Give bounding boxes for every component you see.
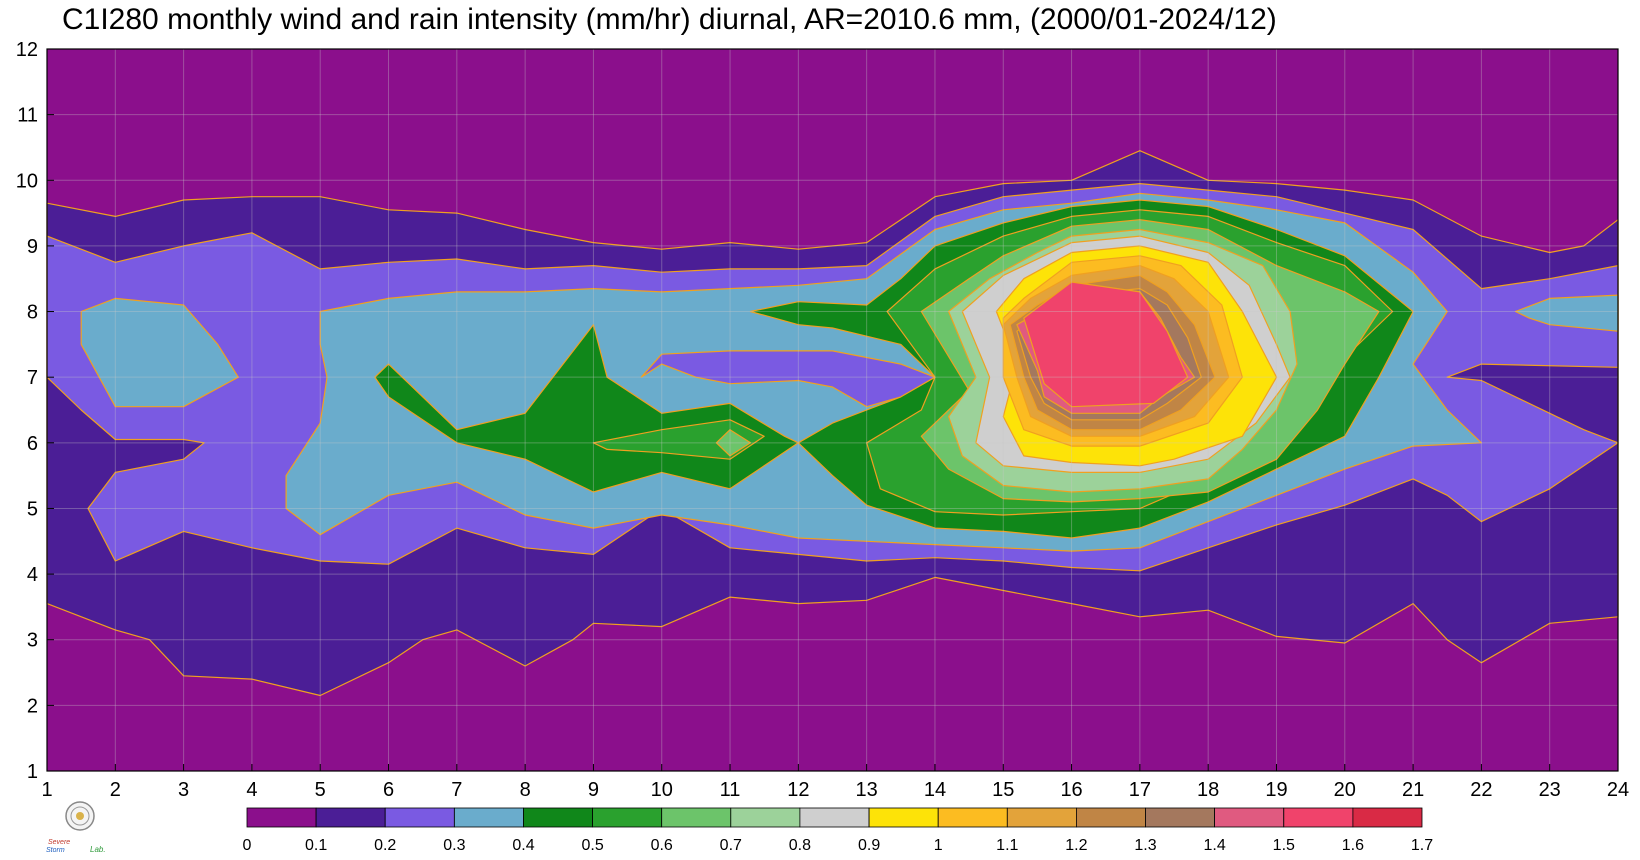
colorbar-label: 1.4 <box>1203 837 1225 854</box>
colorbar-label: 0.8 <box>789 837 811 854</box>
colorbar-label: 0.5 <box>581 837 603 854</box>
contour-band <box>592 419 765 460</box>
colorbar-swatch <box>730 807 801 828</box>
colorbar-label: 0.4 <box>512 837 534 854</box>
colorbar-swatch <box>592 807 663 828</box>
y-tick-label: 2 <box>27 695 38 717</box>
x-tick-label: 1 <box>41 779 52 801</box>
x-tick-label: 14 <box>924 779 946 801</box>
x-tick-label: 12 <box>787 779 809 801</box>
colorbar-label: 1.5 <box>1273 837 1295 854</box>
colorbar-swatch <box>661 807 732 828</box>
y-tick-label: 12 <box>16 39 38 61</box>
colorbar-swatch <box>246 807 317 828</box>
x-tick-label: 16 <box>1060 779 1082 801</box>
colorbar-swatch <box>384 807 455 828</box>
colorbar-label: 0 <box>243 837 252 854</box>
y-tick-label: 8 <box>27 302 38 324</box>
colorbar-swatch <box>799 807 870 828</box>
x-tick-label: 24 <box>1607 779 1629 801</box>
colorbar-swatch <box>1145 807 1215 828</box>
colorbar-label: 1.7 <box>1411 837 1433 854</box>
y-tick-label: 10 <box>16 170 38 192</box>
x-tick-label: 7 <box>451 779 462 801</box>
colorbar-label: 0.9 <box>858 837 880 854</box>
logo-text-severe: Severe <box>48 839 70 846</box>
x-tick-label: 15 <box>992 779 1014 801</box>
y-tick-label: 9 <box>27 236 38 258</box>
logo-text-storm: Storm <box>46 847 65 854</box>
x-tick-label: 3 <box>178 779 189 801</box>
colorbar-label: 1.3 <box>1134 837 1156 854</box>
contour-band <box>1023 281 1189 408</box>
x-tick-label: 22 <box>1470 779 1492 801</box>
x-tick-label: 8 <box>520 779 531 801</box>
x-tick-label: 18 <box>1197 779 1219 801</box>
grid-lines <box>47 49 1618 771</box>
colorbar-swatch <box>1214 807 1285 828</box>
y-tick-label: 7 <box>27 367 38 389</box>
colorbar-swatch <box>453 807 524 828</box>
colorbar-label: 1.2 <box>1065 837 1087 854</box>
colorbar-swatch <box>868 807 939 828</box>
colorbar-label: 0.7 <box>720 837 742 854</box>
x-tick-label: 13 <box>856 779 878 801</box>
x-tick-label: 4 <box>246 779 257 801</box>
x-tick-label: 23 <box>1539 779 1561 801</box>
x-tick-label: 6 <box>383 779 394 801</box>
colorbar-label: 0.3 <box>443 837 465 854</box>
colorbar-swatch <box>523 807 593 828</box>
x-tick-label: 9 <box>588 779 599 801</box>
colorbar-swatch <box>1006 807 1077 828</box>
y-tick-label: 6 <box>27 433 38 455</box>
contour-bands <box>46 49 1619 771</box>
colorbar-label: 1 <box>934 837 943 854</box>
colorbar-label: 0.6 <box>651 837 673 854</box>
y-tick-label: 4 <box>27 564 38 586</box>
x-tick-label: 21 <box>1402 779 1424 801</box>
colorbar-swatch <box>1283 807 1354 828</box>
plot-frame <box>46 48 1619 772</box>
logo-text-lab: Lab. <box>90 845 106 854</box>
chart-title: C1I280 monthly wind and rain intensity (… <box>62 3 1277 36</box>
y-tick-label: 3 <box>27 630 38 652</box>
colorbar-swatch <box>1076 807 1146 828</box>
colorbar-label: 0.2 <box>374 837 396 854</box>
colorbar-label: 0.1 <box>305 837 327 854</box>
y-tick-label: 5 <box>27 498 38 520</box>
contour-band <box>80 297 239 408</box>
x-tick-label: 5 <box>315 779 326 801</box>
x-tick-label: 19 <box>1265 779 1287 801</box>
x-tick-label: 11 <box>720 779 741 801</box>
x-axis-ticks: 1 2 3 4 5 6 7 8 9 10 11 12 13 14 15 16 17 18 19 20 21 22 23 24 <box>41 764 1629 801</box>
colorbar-swatch <box>937 807 1008 828</box>
x-tick-label: 10 <box>651 779 673 801</box>
colorbar-swatch <box>1352 807 1423 828</box>
x-tick-label: 2 <box>110 779 121 801</box>
y-tick-label: 11 <box>17 105 38 127</box>
colorbar-label: 1.6 <box>1342 837 1364 854</box>
colorbar-label: 1.1 <box>996 837 1018 854</box>
contour-band <box>715 429 752 457</box>
colorbar-swatch <box>315 807 386 828</box>
x-tick-label: 17 <box>1129 779 1151 801</box>
x-tick-label: 20 <box>1334 779 1356 801</box>
y-tick-label: 1 <box>27 761 38 783</box>
colorbar: 0 0.1 0.2 0.3 0.4 0.5 0.6 0.7 0.8 0.9 1 1.1 1.2 1.3 1.… <box>243 807 1433 854</box>
